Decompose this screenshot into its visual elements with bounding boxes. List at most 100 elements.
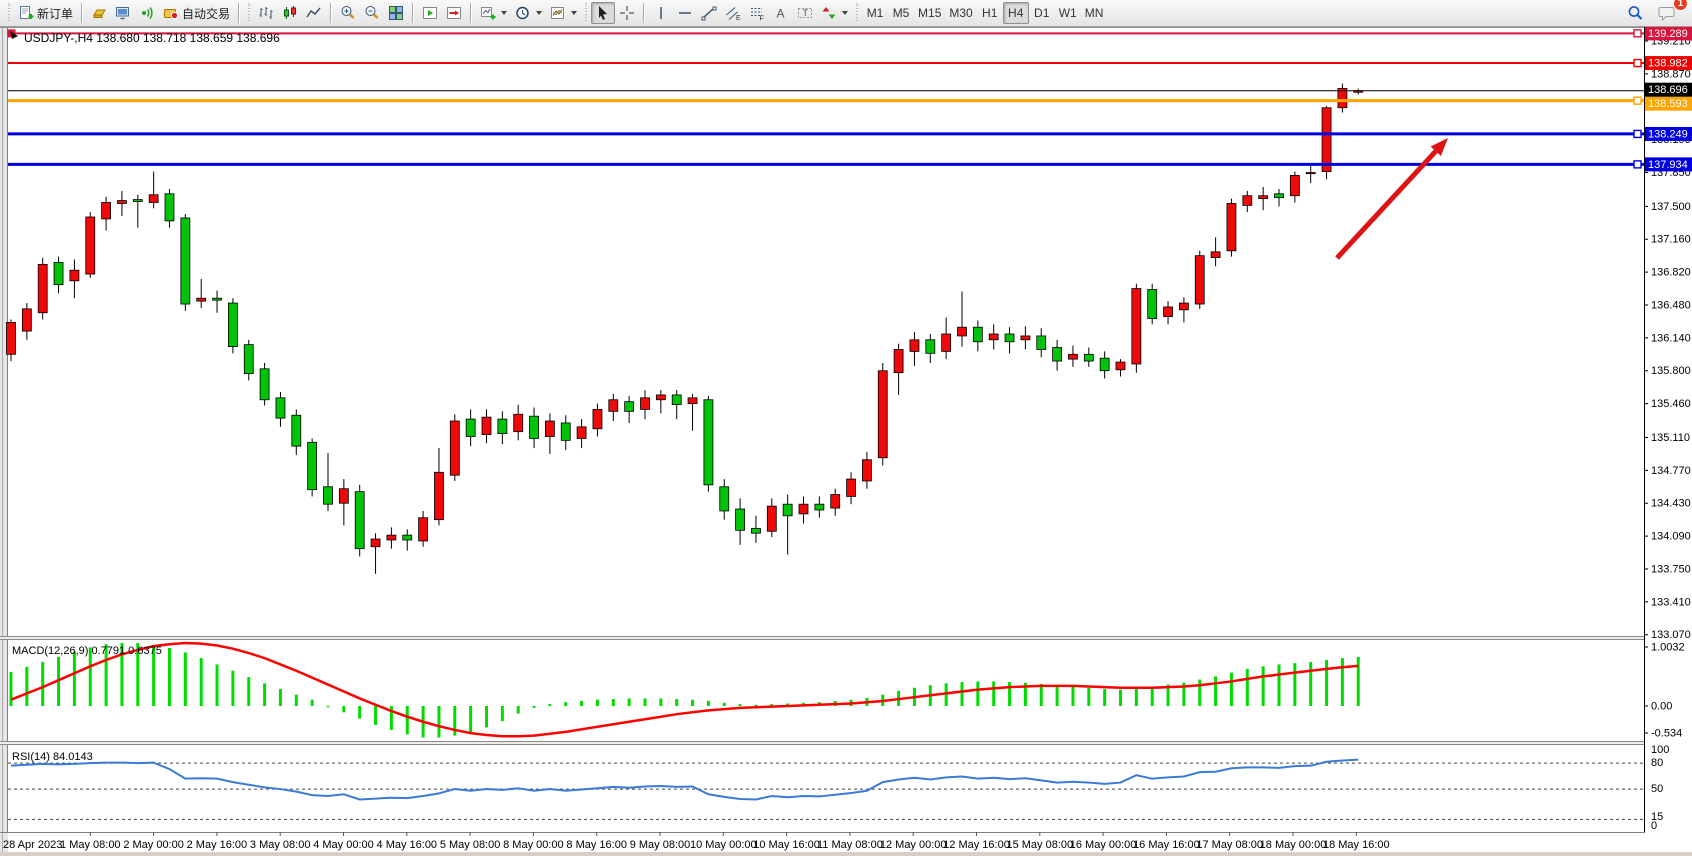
- timeframe-h4-button[interactable]: H4: [1002, 2, 1029, 24]
- hline-price-label-box[interactable]: [1645, 157, 1692, 172]
- hline-price-label[interactable]: 137.934: [1645, 157, 1692, 172]
- rsi-pane: [8, 758, 1644, 820]
- line-handle[interactable]: [1633, 129, 1642, 139]
- hline-price-label[interactable]: 138.593: [1645, 96, 1692, 111]
- line-handle[interactable]: [1633, 58, 1642, 68]
- candle: [37, 257, 48, 320]
- left-splitter[interactable]: [0, 27, 8, 852]
- timeframe-m1-button[interactable]: M1: [862, 2, 888, 24]
- zoom-out-button[interactable]: [360, 2, 384, 24]
- candle: [1147, 283, 1158, 325]
- new-order-button[interactable]: 新订单: [14, 2, 77, 24]
- timeframe-h1-button[interactable]: H1: [977, 2, 1003, 24]
- hline-price-label[interactable]: 138.982: [1645, 56, 1692, 71]
- candle-body: [148, 194, 159, 203]
- price-tick-label: 137.160: [1651, 234, 1691, 246]
- hline-price-label-box[interactable]: [1645, 26, 1692, 41]
- monitor-icon: [116, 7, 130, 20]
- price-tick-label: 133.070: [1651, 629, 1691, 641]
- fibonacci-tool-button[interactable]: F: [745, 2, 769, 24]
- timeframe-m5-button[interactable]: M5: [888, 2, 914, 24]
- candle-body: [782, 503, 793, 517]
- price-chart[interactable]: 139.210138.870138.530138.190137.850137.5…: [0, 26, 1692, 856]
- hline-price-label-box[interactable]: [1645, 96, 1692, 111]
- line-handle[interactable]: [1633, 96, 1642, 105]
- tile-windows-icon: [389, 6, 404, 20]
- chat-button-wrap: 1: [1654, 0, 1688, 24]
- chart-context-arrow[interactable]: [10, 31, 18, 39]
- candle-body: [21, 308, 32, 332]
- toolbar-grip[interactable]: [584, 3, 589, 23]
- toolbar-separator: [330, 3, 333, 23]
- candle: [545, 413, 555, 454]
- candle-body: [1036, 335, 1047, 350]
- arrow-head[interactable]: [1430, 138, 1448, 156]
- candle-body: [830, 494, 841, 509]
- crosshair-tool-button[interactable]: [615, 2, 639, 24]
- arrow-shaft[interactable]: [1335, 149, 1438, 260]
- tile-windows-button[interactable]: [384, 2, 408, 24]
- vertical-line-tool-button[interactable]: [649, 2, 673, 24]
- candle-body: [941, 333, 952, 352]
- autotrading-button[interactable]: 自动交易: [159, 2, 234, 24]
- candle-body: [1179, 302, 1189, 311]
- terminal-button[interactable]: [111, 2, 135, 24]
- pane-separator[interactable]: [0, 741, 1692, 745]
- toolbar-separator: [238, 3, 241, 23]
- hline-price-label-box[interactable]: [1645, 126, 1692, 141]
- hline-price-label-box[interactable]: [1645, 56, 1692, 71]
- toolbar: 新订单 自动交易: [0, 0, 1692, 27]
- candle-body: [1194, 255, 1205, 305]
- timeframe-m30-button[interactable]: M30: [945, 2, 976, 24]
- line-chart-button[interactable]: [302, 2, 326, 24]
- auto-scroll-button[interactable]: [418, 2, 442, 24]
- market-watch-button[interactable]: [87, 2, 111, 24]
- arrow-annotation[interactable]: [1335, 138, 1448, 260]
- notification-badge[interactable]: 1: [1673, 0, 1688, 11]
- hline-price-label[interactable]: 138.249: [1645, 126, 1692, 141]
- candle: [132, 194, 143, 228]
- candle-body: [354, 491, 365, 550]
- cursor-tool-button[interactable]: [591, 2, 616, 24]
- candle: [148, 171, 159, 209]
- bar-chart-button[interactable]: [254, 2, 278, 24]
- timeframe-w1-button[interactable]: W1: [1055, 2, 1081, 24]
- horizontal-line-tool-button[interactable]: [673, 2, 697, 24]
- signals-button[interactable]: [135, 2, 159, 24]
- new-chart-button[interactable]: [476, 2, 511, 24]
- bid-price-label-box[interactable]: [1645, 82, 1692, 97]
- line-handle[interactable]: [1633, 160, 1642, 169]
- chart-shift-button[interactable]: [442, 2, 466, 24]
- text-tool-button[interactable]: A: [769, 2, 793, 24]
- hline-price-label[interactable]: 139.289: [1645, 26, 1692, 41]
- candle: [227, 298, 238, 354]
- search-button[interactable]: [1623, 2, 1648, 24]
- price-tick-label: 133.410: [1651, 596, 1691, 608]
- rsi-scale-label: 100: [1651, 744, 1669, 756]
- candle: [1020, 326, 1031, 350]
- time-tick-label: 5 May 08:00: [440, 839, 501, 851]
- arrows-tool-button[interactable]: [817, 2, 852, 24]
- label-tool-button[interactable]: T: [793, 2, 817, 24]
- candle-body: [1052, 347, 1062, 362]
- line-handle[interactable]: [1633, 29, 1642, 38]
- candle-body: [1258, 195, 1269, 200]
- channel-tool-button[interactable]: E: [721, 2, 745, 24]
- bid-price-label[interactable]: 138.696: [1645, 82, 1692, 97]
- templates-button[interactable]: [546, 2, 581, 24]
- time-tick-label: 17 May 08:00: [1196, 839, 1263, 851]
- timeframe-mn-button[interactable]: MN: [1081, 2, 1108, 24]
- pane-separator[interactable]: [0, 636, 1692, 640]
- timeframe-m15-button[interactable]: M15: [914, 2, 945, 24]
- candlestick-chart-button[interactable]: [278, 2, 302, 24]
- toolbar-grip[interactable]: [7, 3, 11, 23]
- candle-body: [513, 413, 524, 433]
- zoom-in-button[interactable]: [336, 2, 360, 24]
- candle: [1083, 347, 1094, 367]
- toolbar-grip[interactable]: [247, 3, 252, 23]
- clock-icon: [516, 6, 529, 20]
- toolbar-grip[interactable]: [855, 3, 860, 23]
- timeframe-d1-button[interactable]: D1: [1029, 2, 1055, 24]
- profiles-button[interactable]: [511, 2, 546, 24]
- trendline-tool-button[interactable]: [697, 2, 721, 24]
